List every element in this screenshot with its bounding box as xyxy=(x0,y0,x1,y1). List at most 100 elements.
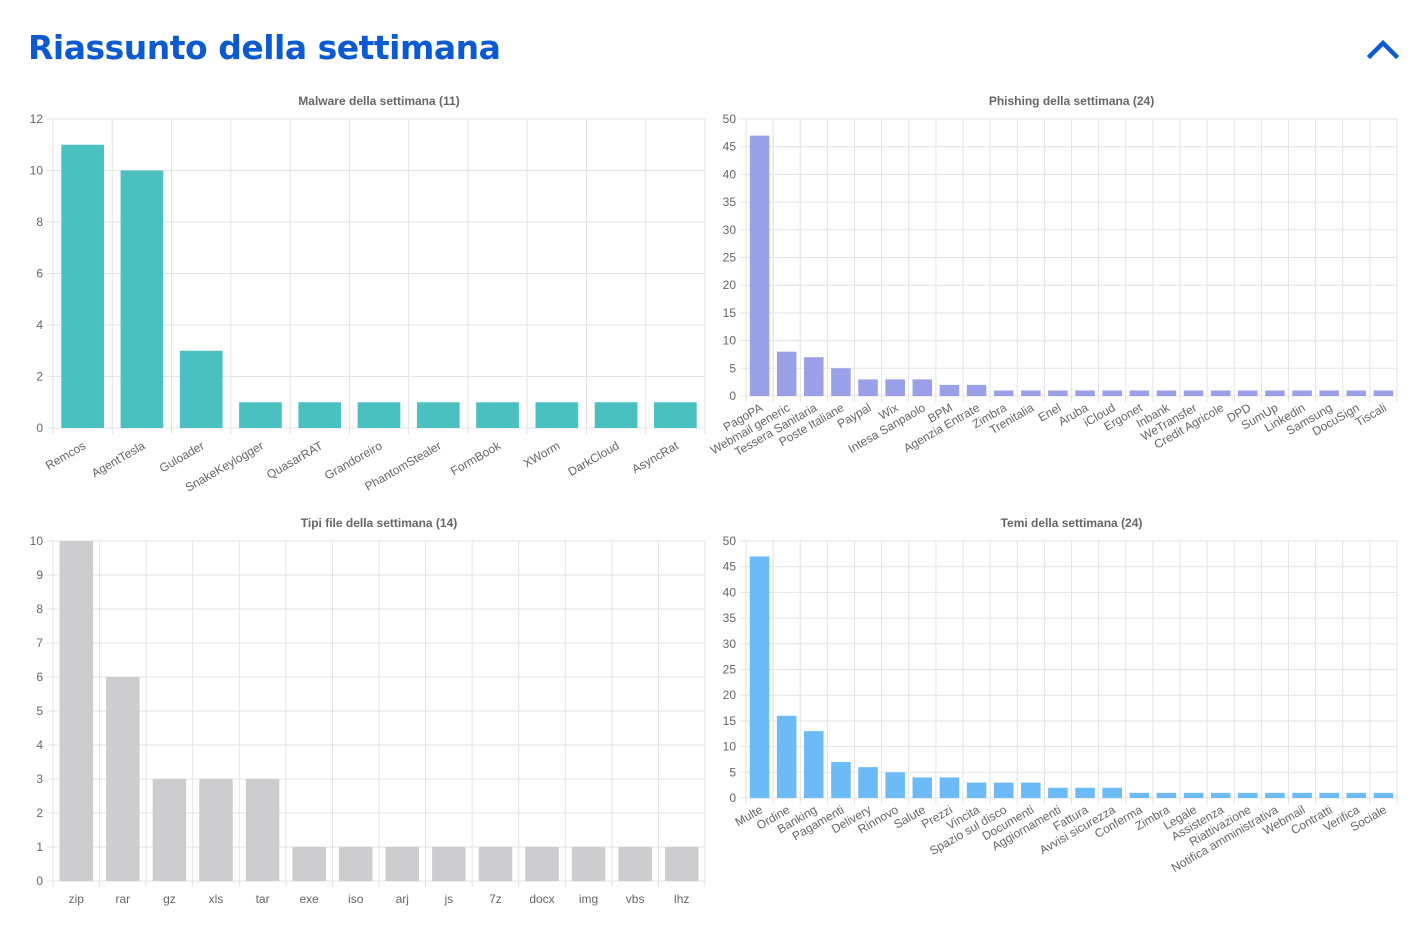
bar[interactable] xyxy=(664,847,699,881)
bar[interactable] xyxy=(1156,792,1177,798)
y-tick-label: 7 xyxy=(36,636,43,650)
bar[interactable] xyxy=(1373,390,1394,396)
bar[interactable] xyxy=(1183,792,1204,798)
bar[interactable] xyxy=(199,779,233,881)
bar[interactable] xyxy=(1346,792,1367,798)
bar[interactable] xyxy=(385,847,420,881)
bar[interactable] xyxy=(338,847,373,881)
x-tick-label: AgentTesla xyxy=(89,438,148,480)
bar[interactable] xyxy=(1129,390,1150,396)
bar[interactable] xyxy=(1075,787,1095,798)
y-tick-label: 8 xyxy=(36,215,43,229)
bar[interactable] xyxy=(245,779,280,881)
bar[interactable] xyxy=(179,350,223,428)
y-tick-label: 20 xyxy=(723,688,737,702)
bar[interactable] xyxy=(804,731,824,798)
bar[interactable] xyxy=(1210,390,1231,396)
y-tick-label: 12 xyxy=(30,112,44,126)
bar[interactable] xyxy=(1210,792,1231,798)
bar[interactable] xyxy=(594,402,638,428)
x-tick-label: js xyxy=(444,892,454,906)
bar[interactable] xyxy=(1048,390,1068,396)
bar[interactable] xyxy=(654,402,697,428)
bar[interactable] xyxy=(1156,390,1177,396)
bar[interactable] xyxy=(292,847,326,881)
bar[interactable] xyxy=(831,762,851,798)
x-tick-label: zip xyxy=(69,892,85,906)
bar[interactable] xyxy=(106,677,140,881)
bar[interactable] xyxy=(1183,390,1204,396)
bar[interactable] xyxy=(749,135,770,396)
bar[interactable] xyxy=(885,772,905,798)
bar[interactable] xyxy=(1021,782,1041,798)
malware-chart: Malware della settimana (11) 0 2 4 6 8 10 12 Rem… xyxy=(30,94,706,495)
bar[interactable] xyxy=(1373,792,1394,798)
bar[interactable] xyxy=(1021,390,1041,396)
bar[interactable] xyxy=(1102,390,1122,396)
bar[interactable] xyxy=(476,402,519,428)
bar[interactable] xyxy=(1102,787,1122,798)
bar[interactable] xyxy=(1292,792,1312,798)
bar[interactable] xyxy=(1048,787,1068,798)
bar[interactable] xyxy=(152,779,187,881)
bar[interactable] xyxy=(993,390,1014,396)
bar[interactable] xyxy=(749,556,770,798)
x-tick-label: rar xyxy=(116,892,131,906)
bar[interactable] xyxy=(858,767,878,798)
bar[interactable] xyxy=(1292,390,1312,396)
y-tick-label: 10 xyxy=(723,334,737,348)
bar[interactable] xyxy=(912,379,933,396)
y-tick-label: 0 xyxy=(729,791,736,805)
bar[interactable] xyxy=(1238,390,1258,396)
bar[interactable] xyxy=(993,782,1014,798)
bar[interactable] xyxy=(357,402,401,428)
bar[interactable] xyxy=(776,351,797,396)
bar[interactable] xyxy=(535,402,579,428)
y-tick-label: 1 xyxy=(36,840,43,854)
bar[interactable] xyxy=(831,368,851,396)
x-tick-label: xls xyxy=(209,892,224,906)
chart-title: Malware della settimana (11) xyxy=(298,94,459,108)
bar[interactable] xyxy=(61,144,104,428)
y-tick-label: 10 xyxy=(30,164,44,178)
x-tick-label: gz xyxy=(163,892,176,906)
x-tick-label: Guloader xyxy=(157,438,207,475)
bar[interactable] xyxy=(1319,390,1339,396)
bar[interactable] xyxy=(1265,390,1285,396)
bar[interactable] xyxy=(416,402,460,428)
y-tick-label: 30 xyxy=(723,637,737,651)
y-tick-label: 4 xyxy=(36,738,43,752)
y-tick-label: 40 xyxy=(723,167,737,181)
bar[interactable] xyxy=(298,402,342,428)
bar[interactable] xyxy=(1319,792,1339,798)
y-tick-label: 5 xyxy=(729,765,736,779)
bar[interactable] xyxy=(478,847,513,881)
bar[interactable] xyxy=(618,847,652,881)
bar[interactable] xyxy=(966,384,987,396)
chart-title: Temi della settimana (24) xyxy=(1001,516,1143,530)
bar[interactable] xyxy=(858,379,878,396)
bar[interactable] xyxy=(432,847,466,881)
bar[interactable] xyxy=(912,777,933,798)
collapse-button[interactable] xyxy=(1366,34,1400,64)
bar[interactable] xyxy=(120,170,164,429)
bar[interactable] xyxy=(804,357,824,396)
y-tick-label: 3 xyxy=(36,772,43,786)
bar[interactable] xyxy=(239,402,282,428)
bar[interactable] xyxy=(939,384,960,396)
bar[interactable] xyxy=(776,715,797,798)
bar[interactable] xyxy=(1129,792,1150,798)
y-tick-label: 6 xyxy=(36,670,43,684)
bar[interactable] xyxy=(1265,792,1285,798)
bar[interactable] xyxy=(939,777,960,798)
bar[interactable] xyxy=(885,379,905,396)
bar[interactable] xyxy=(571,847,606,881)
bar[interactable] xyxy=(1075,390,1095,396)
bar[interactable] xyxy=(1346,390,1367,396)
bar[interactable] xyxy=(966,782,987,798)
y-tick-label: 0 xyxy=(36,421,43,435)
bar[interactable] xyxy=(59,541,94,881)
bar[interactable] xyxy=(1238,792,1258,798)
y-tick-label: 15 xyxy=(723,306,737,320)
bar[interactable] xyxy=(525,847,559,881)
